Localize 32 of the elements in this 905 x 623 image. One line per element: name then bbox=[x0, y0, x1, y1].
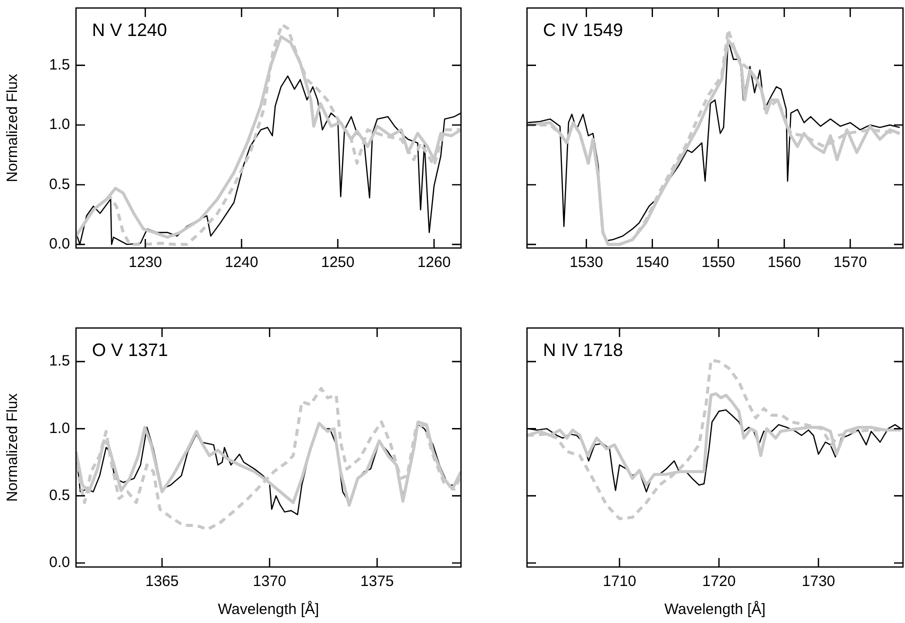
y-tick-label: 0.0 bbox=[49, 554, 70, 572]
x-tick-label: 1250 bbox=[321, 254, 354, 272]
x-axis-title: Wavelength [Å] bbox=[218, 600, 320, 618]
x-axis-title: Wavelength [Å] bbox=[664, 600, 766, 618]
x-tick-label: 1365 bbox=[145, 573, 179, 590]
y-tick-label: 1.0 bbox=[49, 116, 70, 134]
y-tick-label: 0.0 bbox=[49, 236, 70, 253]
y-tick-label: 1.0 bbox=[49, 420, 70, 437]
annotation: C IV 1549 bbox=[543, 20, 624, 40]
annotation: N IV 1718 bbox=[543, 340, 624, 360]
x-tick-label: 1540 bbox=[636, 254, 670, 272]
x-tick-label: 1260 bbox=[417, 254, 451, 272]
y-tick-label: 1.5 bbox=[49, 56, 70, 74]
x-tick-label: 1570 bbox=[834, 254, 867, 272]
x-tick-label: 1375 bbox=[360, 573, 394, 590]
annotation: N V 1240 bbox=[92, 20, 168, 40]
x-tick-label: 1730 bbox=[802, 573, 836, 590]
x-tick-label: 1560 bbox=[768, 254, 801, 272]
y-tick-label: 1.5 bbox=[49, 352, 70, 370]
y-axis-title: Normalized Flux bbox=[4, 73, 22, 182]
x-tick-label: 1370 bbox=[252, 573, 286, 590]
y-axis-title: Normalized Flux bbox=[4, 392, 22, 502]
y-tick-label: 0.5 bbox=[49, 176, 70, 193]
line-series bbox=[76, 386, 461, 531]
x-tick-label: 1530 bbox=[570, 254, 604, 272]
x-tick-label: 1720 bbox=[702, 573, 736, 590]
x-tick-label: 1550 bbox=[702, 254, 735, 272]
x-tick-label: 1710 bbox=[602, 573, 636, 590]
x-tick-label: 1240 bbox=[224, 254, 258, 272]
annotation: O V 1371 bbox=[92, 340, 168, 360]
x-tick-label: 1230 bbox=[128, 254, 162, 272]
y-tick-label: 0.5 bbox=[49, 486, 70, 504]
